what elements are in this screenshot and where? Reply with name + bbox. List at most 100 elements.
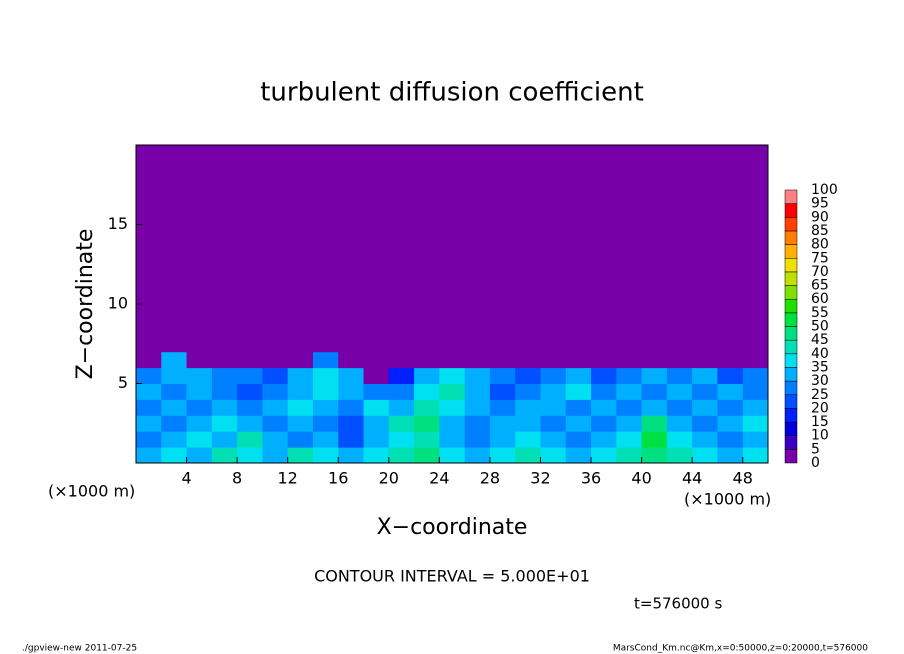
cell: [136, 351, 162, 369]
cell: [464, 367, 491, 384]
cell: [565, 367, 592, 384]
cell: [161, 145, 188, 353]
colorbar-swatch: [784, 230, 798, 245]
cell: [312, 399, 339, 416]
cell: [338, 415, 365, 432]
cell: [489, 351, 516, 369]
cell: [161, 367, 188, 384]
cell: [262, 447, 289, 464]
cell: [388, 351, 415, 369]
colorbar-label: 100: [811, 182, 838, 198]
cell: [616, 383, 643, 400]
cell: [414, 447, 440, 464]
cell: [363, 431, 390, 448]
cell: [338, 145, 365, 353]
cell: [666, 415, 693, 432]
cell: [136, 367, 162, 384]
contour-note: CONTOUR INTERVAL = 5.000E+01: [314, 567, 590, 586]
cell: [237, 415, 263, 432]
cell: [186, 351, 213, 369]
cell: [641, 351, 668, 369]
footer-right: MarsCond_Km.nc@Km,x=0:50000,z=0:20000,t=…: [613, 644, 868, 654]
cell: [717, 431, 744, 448]
x-tick-label: 36: [581, 469, 601, 488]
cell: [388, 447, 415, 464]
x-axis-label: X−coordinate: [377, 515, 528, 540]
cell: [312, 145, 339, 353]
cell: [262, 415, 289, 432]
cell: [186, 145, 213, 353]
cell: [262, 383, 289, 400]
cell: [742, 351, 769, 369]
cell: [388, 367, 415, 384]
x-tick-label: 40: [631, 469, 651, 488]
cell: [186, 447, 213, 464]
cell: [262, 145, 289, 353]
cell: [161, 351, 188, 369]
cell: [692, 383, 718, 400]
colorbar-label: 70: [811, 264, 829, 280]
cell: [262, 351, 289, 369]
cell: [515, 399, 541, 416]
cell: [515, 367, 541, 384]
footer-left: ./gpview-new 2011-07-25: [22, 644, 137, 654]
cell: [136, 447, 162, 464]
cell: [540, 367, 567, 384]
cell: [464, 145, 491, 353]
cell: [211, 399, 238, 416]
colorbar-label: 20: [811, 400, 829, 416]
cell: [237, 399, 263, 416]
cell: [540, 351, 567, 369]
cell: [666, 367, 693, 384]
cell: [414, 145, 440, 353]
cell: [591, 447, 617, 464]
cell: [489, 145, 516, 353]
cell: [338, 383, 365, 400]
cell: [388, 383, 415, 400]
cell: [464, 415, 491, 432]
x-unit: (×1000 m): [684, 490, 771, 509]
cell: [666, 431, 693, 448]
colorbar-swatch: [784, 408, 798, 423]
cell: [363, 383, 390, 400]
cell: [616, 447, 643, 464]
cell: [161, 415, 188, 432]
cell: [666, 145, 693, 353]
cell: [515, 447, 541, 464]
cell: [717, 447, 744, 464]
colorbar-label: 10: [811, 428, 829, 444]
cell: [186, 367, 213, 384]
cell: [464, 447, 491, 464]
cell: [515, 145, 541, 353]
chart-title: turbulent diffusion coefficient: [260, 78, 644, 108]
x-tick-label: 32: [530, 469, 550, 488]
cell: [136, 383, 162, 400]
cell: [591, 351, 617, 369]
cell: [591, 383, 617, 400]
cell: [287, 415, 314, 432]
cell: [591, 415, 617, 432]
cell: [742, 415, 769, 432]
cell: [161, 431, 188, 448]
cell: [565, 415, 592, 432]
y-tick-label: 15: [108, 214, 128, 233]
colorbar-label: 65: [811, 278, 829, 294]
cell: [540, 415, 567, 432]
cell: [136, 431, 162, 448]
cell: [641, 415, 668, 432]
cell: [312, 351, 339, 369]
x-tick-label: 24: [429, 469, 449, 488]
colorbar-label: 85: [811, 223, 829, 239]
cell: [312, 447, 339, 464]
cell: [742, 367, 769, 384]
colorbar-label: 75: [811, 250, 829, 266]
cell: [237, 367, 263, 384]
cell: [363, 415, 390, 432]
colorbar-swatch: [784, 394, 798, 409]
cell: [742, 383, 769, 400]
cell: [211, 367, 238, 384]
colorbar-swatch: [784, 244, 798, 259]
cell: [312, 367, 339, 384]
cell: [388, 145, 415, 353]
cell: [692, 431, 718, 448]
